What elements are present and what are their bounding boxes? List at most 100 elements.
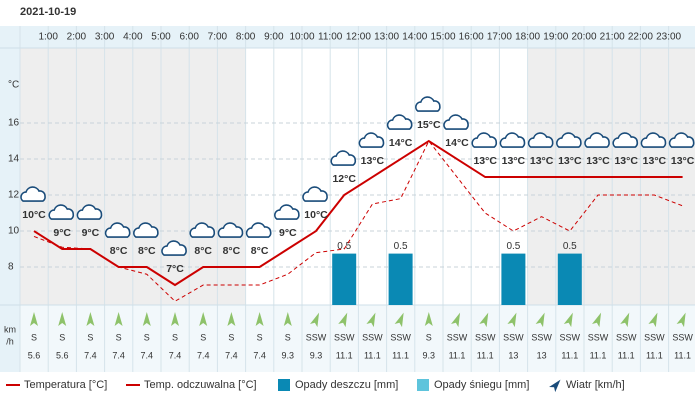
temp-label: 9°C bbox=[82, 227, 100, 239]
wind-arrow bbox=[676, 312, 686, 328]
hour-label: 23:00 bbox=[656, 32, 681, 43]
wind-direction: SSW bbox=[531, 332, 552, 342]
wind-direction: SSW bbox=[390, 332, 411, 342]
temp-label: 8°C bbox=[138, 245, 156, 257]
weather-icon bbox=[48, 204, 75, 220]
temp-label: 8°C bbox=[223, 245, 241, 257]
wind-direction: SSW bbox=[362, 332, 383, 342]
temp-label: 12°C bbox=[332, 173, 356, 185]
legend-swatch bbox=[549, 379, 561, 393]
wind-arrow bbox=[507, 312, 517, 328]
wind-direction: SSW bbox=[616, 332, 637, 342]
y-tick-label: 16 bbox=[8, 118, 20, 129]
rain-label: 0.5 bbox=[506, 241, 520, 252]
temp-label: 13°C bbox=[473, 155, 497, 167]
hour-label: 19:00 bbox=[543, 32, 568, 43]
hour-label: 20:00 bbox=[571, 32, 596, 43]
wind-arrow bbox=[227, 312, 236, 326]
temp-label: 13°C bbox=[643, 155, 667, 167]
weather-icon bbox=[640, 132, 667, 148]
wind-speed: 7.4 bbox=[169, 350, 182, 360]
temp-label: 8°C bbox=[251, 245, 269, 257]
wind-arrow bbox=[199, 312, 208, 326]
wind-arrow bbox=[479, 312, 489, 328]
wind-speed: 11.1 bbox=[674, 350, 691, 360]
wind-direction: SSW bbox=[475, 332, 496, 342]
rain-bar bbox=[332, 253, 357, 305]
weather-icon bbox=[302, 186, 328, 202]
wind-speed: 11.1 bbox=[618, 350, 635, 360]
wind-speed: 7.4 bbox=[141, 350, 154, 360]
wind-arrow bbox=[86, 312, 95, 326]
wind-arrow bbox=[620, 312, 630, 328]
hour-label: 3:00 bbox=[95, 32, 115, 43]
weather-icon bbox=[386, 114, 413, 130]
temp-label: 10°C bbox=[304, 209, 328, 221]
weather-icon bbox=[499, 132, 526, 148]
hour-label: 12:00 bbox=[346, 32, 371, 43]
weather-icon bbox=[189, 222, 216, 238]
wind-speed: 11.1 bbox=[477, 350, 494, 360]
wind-speed: 7.4 bbox=[84, 350, 97, 360]
wind-direction: SSW bbox=[334, 332, 355, 342]
wind-speed: 9.3 bbox=[310, 350, 323, 360]
wind-speed: 11.1 bbox=[392, 350, 409, 360]
temp-label: 9°C bbox=[53, 227, 71, 239]
wind-direction: S bbox=[426, 332, 432, 342]
wind-speed: 7.4 bbox=[197, 350, 210, 360]
rain-bar bbox=[388, 253, 413, 305]
weather-icon bbox=[245, 222, 272, 238]
wind-direction: S bbox=[116, 332, 122, 342]
wind-speed: 11.1 bbox=[590, 350, 607, 360]
hour-label: 22:00 bbox=[628, 32, 653, 43]
hour-label: 16:00 bbox=[459, 32, 484, 43]
wind-speed: 5.6 bbox=[56, 350, 69, 360]
wind-speed: 11.1 bbox=[336, 350, 353, 360]
temp-label: 9°C bbox=[279, 227, 297, 239]
wind-arrow bbox=[648, 312, 658, 328]
y-tick-label: 14 bbox=[8, 154, 20, 165]
wind-arrow bbox=[424, 312, 433, 326]
wind-arrow bbox=[394, 312, 404, 328]
wind-speed: 11.1 bbox=[646, 350, 663, 360]
hour-label: 8:00 bbox=[236, 32, 256, 43]
temp-label: 13°C bbox=[502, 155, 526, 167]
wind-unit: km bbox=[4, 324, 16, 334]
weather-icon bbox=[668, 132, 695, 148]
wind-direction: S bbox=[172, 332, 178, 342]
temp-label: 13°C bbox=[614, 155, 638, 167]
wind-direction: S bbox=[228, 332, 234, 342]
rain-label: 0.5 bbox=[563, 241, 577, 252]
y-tick-label: 12 bbox=[8, 190, 20, 201]
wind-speed: 13 bbox=[508, 350, 518, 360]
wind-speed: 9.3 bbox=[423, 350, 436, 360]
weather-icon bbox=[584, 132, 610, 148]
temp-label: 15°C bbox=[417, 119, 441, 131]
y-axis-label: °C bbox=[8, 80, 19, 91]
weather-icon bbox=[217, 222, 244, 238]
legend-swatch bbox=[278, 379, 290, 391]
rain-label: 0.5 bbox=[394, 241, 408, 252]
wind-direction: SSW bbox=[503, 332, 524, 342]
temp-label: 13°C bbox=[586, 155, 610, 167]
weather-icon bbox=[471, 132, 498, 148]
rain-bar bbox=[501, 253, 526, 305]
wind-arrow bbox=[592, 312, 602, 328]
legend-swatch bbox=[417, 379, 429, 391]
temp-label: 13°C bbox=[361, 155, 385, 167]
wind-direction: SSW bbox=[672, 332, 693, 342]
weather-icon bbox=[161, 240, 187, 256]
weather-icon bbox=[330, 150, 357, 166]
temp-label: 8°C bbox=[194, 245, 212, 257]
weather-icon bbox=[527, 132, 554, 148]
wind-speed: 9.3 bbox=[282, 350, 295, 360]
wind-direction: SSW bbox=[306, 332, 327, 342]
temp-label: 13°C bbox=[530, 155, 554, 167]
hour-label: 21:00 bbox=[600, 32, 625, 43]
wind-speed: 13 bbox=[537, 350, 547, 360]
wind-speed: 7.4 bbox=[112, 350, 125, 360]
hour-label: 18:00 bbox=[515, 32, 540, 43]
hour-label: 7:00 bbox=[208, 32, 228, 43]
date: 2021-10-19 bbox=[20, 6, 76, 18]
wind-direction: S bbox=[144, 332, 150, 342]
